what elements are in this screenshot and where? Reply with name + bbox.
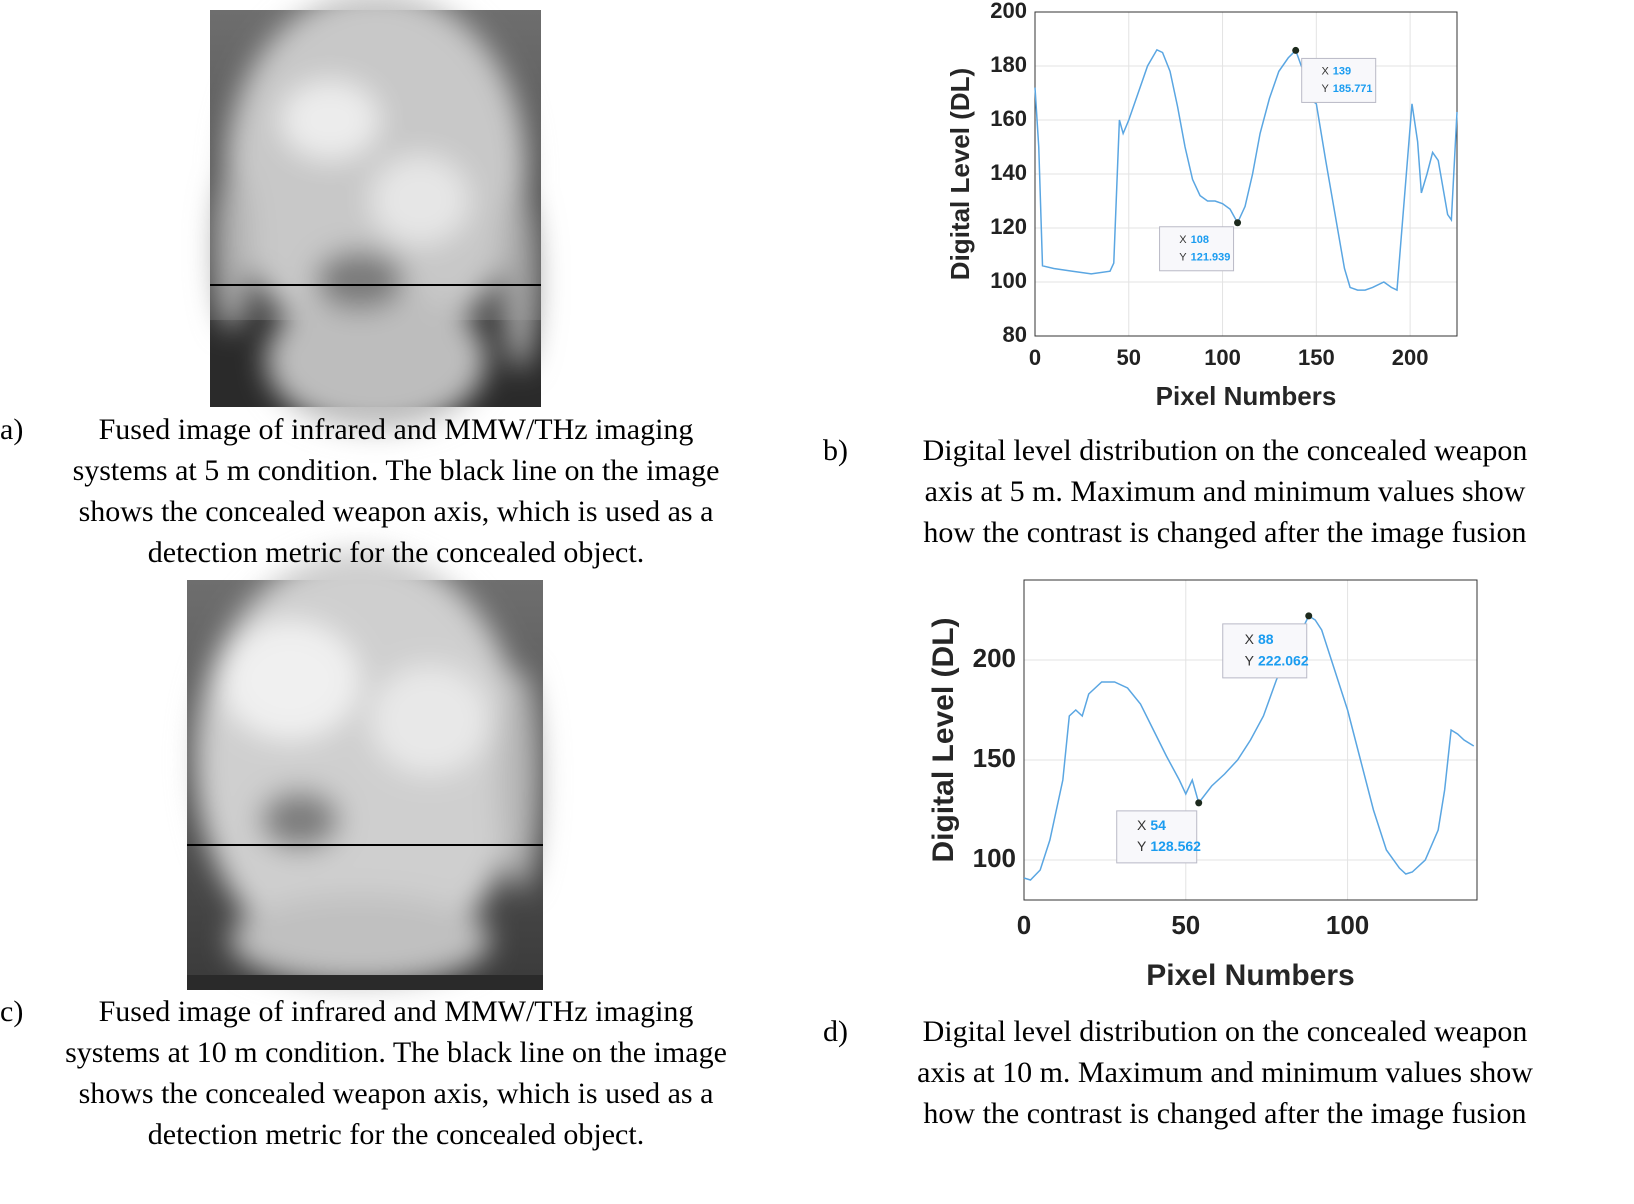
x-tick-label: 100 (1204, 345, 1241, 370)
plot-frame (1034, 11, 1458, 337)
datatip-x-value: 139 (1333, 66, 1351, 78)
plot-frame (1023, 579, 1478, 901)
thermal-image-c (187, 550, 543, 990)
datatip-point (1292, 46, 1300, 54)
datatip-x-key: X (1321, 66, 1329, 78)
datatip-y-key: Y (1179, 251, 1187, 263)
caption-label: c) (0, 995, 23, 1028)
y-tick-label: 150 (973, 743, 1016, 773)
datatip-x-value: 108 (1191, 234, 1209, 246)
y-tick-label: 100 (990, 268, 1027, 293)
caption-line: axis at 10 m. Maximum and minimum values… (917, 1056, 1533, 1089)
datatip-x-key: X (1179, 234, 1187, 246)
datatip-box (1116, 810, 1198, 864)
caption-label: d) (823, 1015, 848, 1048)
datatip-point (1234, 219, 1242, 227)
thermal-image-a (210, 0, 541, 430)
datatip-point (1195, 799, 1203, 807)
datatip-box (1301, 57, 1377, 103)
y-tick-label: 80 (1003, 322, 1027, 347)
datatip-y-value: 121.939 (1191, 251, 1231, 263)
caption-line: systems at 10 m condition. The black lin… (65, 1036, 727, 1069)
line-chart: 0 50 100 100 150 200 Pixel Numbers Digital Leve… (927, 579, 1478, 992)
y-tick-label: 200 (990, 0, 1027, 23)
y-tick-label: 160 (990, 106, 1027, 131)
data-line (1023, 614, 1475, 881)
datatip-y-key: Y (1321, 83, 1329, 95)
caption-line: Fused image of infrared and MMW/THz imag… (99, 995, 694, 1028)
x-tick-label: 200 (1392, 345, 1429, 370)
caption-line: shows the concealed weapon axis, which i… (79, 495, 714, 528)
y-tick-label: 120 (990, 214, 1027, 239)
datatip-y-key: Y (1245, 652, 1255, 668)
caption-line: Fused image of infrared and MMW/THz imag… (99, 413, 694, 446)
datatip-box (1222, 623, 1308, 679)
caption-line: Digital level distribution on the concea… (923, 434, 1528, 467)
x-tick-label: 50 (1171, 910, 1200, 940)
datatip-y-value: 128.562 (1150, 838, 1201, 854)
x-axis-label: Pixel Numbers (1156, 381, 1337, 411)
datatip-y-value: 222.062 (1258, 652, 1309, 668)
data-line (1034, 48, 1458, 292)
caption-line: detection metric for the concealed objec… (148, 1118, 644, 1151)
y-tick-label: 180 (990, 52, 1027, 77)
caption-line: Digital level distribution on the concea… (923, 1015, 1528, 1048)
caption-line: how the contrast is changed after the im… (923, 1097, 1526, 1130)
y-tick-label: 200 (973, 643, 1016, 673)
x-tick-label: 100 (1326, 910, 1369, 940)
x-tick-label: 50 (1117, 345, 1141, 370)
caption-line: how the contrast is changed after the im… (923, 516, 1526, 549)
caption-label: a) (0, 413, 23, 446)
line-chart: 0 50 100 150 200 80 100 120 140 160 180 200 Pixel Nu… (945, 0, 1458, 411)
y-tick-label: 100 (973, 843, 1016, 873)
caption-label: b) (823, 434, 848, 467)
x-tick-label: 150 (1298, 345, 1335, 370)
x-axis-label: Pixel Numbers (1146, 959, 1354, 992)
y-tick-label: 140 (990, 160, 1027, 185)
caption-line: shows the concealed weapon axis, which i… (79, 1077, 714, 1110)
x-tick-label: 0 (1017, 910, 1031, 940)
datatip-x-value: 54 (1150, 817, 1166, 833)
datatip-y-key: Y (1137, 838, 1147, 854)
datatip-box (1159, 226, 1235, 272)
caption-line: systems at 5 m condition. The black line… (73, 454, 720, 487)
x-tick-label: 0 (1029, 345, 1041, 370)
datatip-x-key: X (1245, 631, 1255, 647)
caption-line: detection metric for the concealed objec… (148, 536, 644, 569)
datatip-x-value: 88 (1258, 631, 1274, 647)
y-axis-label: Digital Level (DL) (927, 617, 960, 862)
datatip-x-key: X (1137, 817, 1147, 833)
datatip-point (1305, 612, 1313, 620)
datatip-y-value: 185.771 (1333, 83, 1373, 95)
y-axis-label: Digital Level (DL) (945, 68, 975, 280)
caption-line: axis at 5 m. Maximum and minimum values … (925, 475, 1526, 508)
